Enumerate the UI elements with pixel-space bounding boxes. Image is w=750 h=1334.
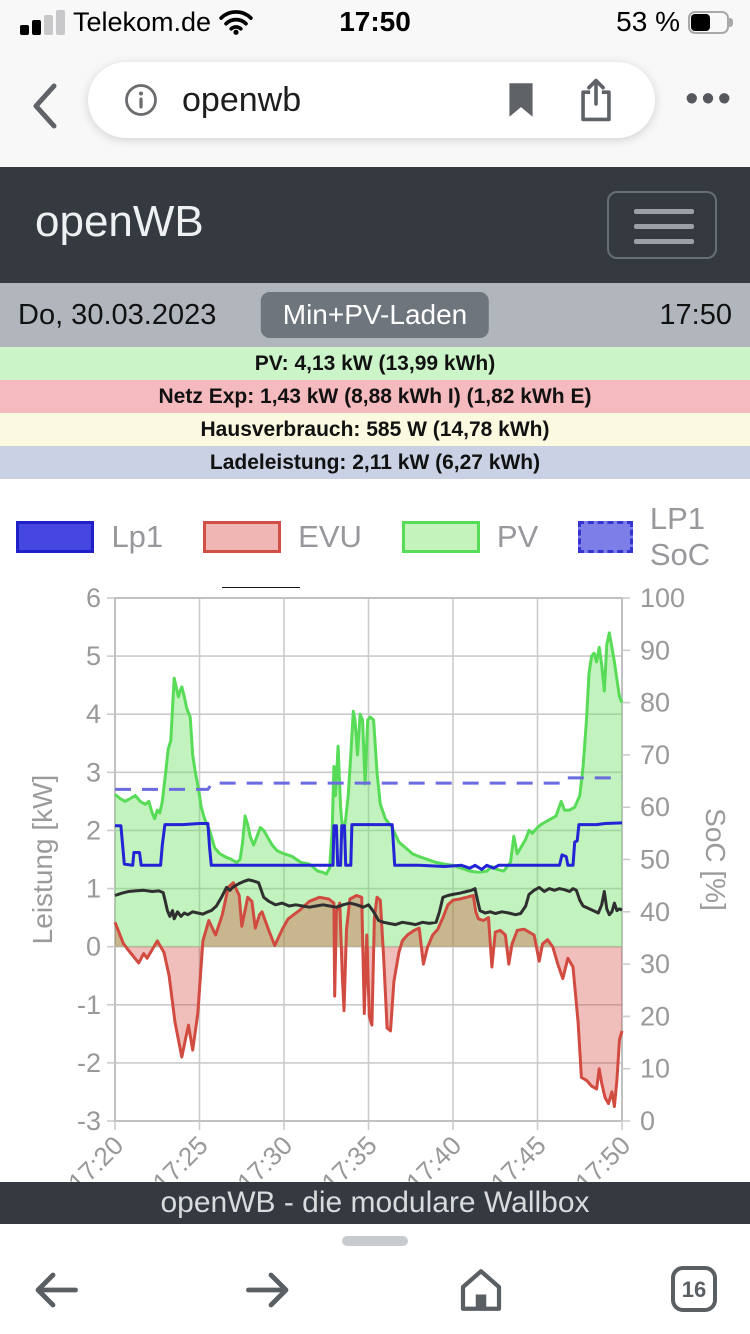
legend-item: LP1 SoC	[578, 501, 733, 573]
share-icon[interactable]	[577, 78, 615, 122]
nav-back-icon[interactable]	[32, 1266, 80, 1314]
legend-swatch	[401, 521, 480, 553]
svg-text:-1: -1	[77, 990, 101, 1020]
svg-text:90: 90	[640, 635, 670, 665]
legend-label: EVU	[298, 519, 362, 554]
legend-item: EVU	[203, 519, 362, 555]
legend-label: LP1 SoC	[649, 501, 711, 572]
battery-percent-label: 53 %	[616, 6, 680, 37]
legend-item: Lp1	[16, 519, 163, 555]
legend-label: Lp1	[111, 519, 164, 554]
app-title: openWB	[35, 197, 204, 246]
browser-back-chevron-icon[interactable]	[28, 80, 62, 132]
svg-text:20: 20	[640, 1001, 670, 1031]
svg-text:5: 5	[86, 641, 101, 671]
app-footer: openWB - die modulare Wallbox	[0, 1182, 750, 1224]
svg-text:40: 40	[640, 897, 670, 927]
svg-text:Leistung [kW]: Leistung [kW]	[27, 775, 58, 945]
svg-text:17:30: 17:30	[231, 1130, 298, 1182]
legend-swatch	[203, 521, 282, 553]
ios-status-bar: Telekom.de 17:50 53 %	[0, 0, 750, 44]
svg-text:100: 100	[640, 588, 685, 613]
info-bar: Do, 30.03.2023 Min+PV-Laden 17:50	[0, 283, 750, 347]
url-bar[interactable]: openwb	[88, 62, 655, 138]
legend-swatch	[16, 521, 95, 553]
home-icon[interactable]	[457, 1266, 505, 1314]
svg-text:17:40: 17:40	[400, 1130, 467, 1182]
svg-text:2: 2	[86, 815, 101, 845]
legend-item: PV	[401, 519, 539, 555]
carrier-label: Telekom.de	[73, 6, 212, 37]
grid-status-row: Netz Exp: 1,43 kW (8,88 kWh I) (1,82 kWh…	[0, 380, 750, 413]
svg-text:0: 0	[86, 932, 101, 962]
svg-text:10: 10	[640, 1054, 670, 1084]
battery-icon	[688, 10, 734, 34]
svg-text:50: 50	[640, 845, 670, 875]
svg-text:-2: -2	[77, 1048, 101, 1078]
svg-text:60: 60	[640, 792, 670, 822]
toolbar-grabber-handle[interactable]	[342, 1236, 408, 1246]
power-soc-chart: -3 -2 -1 0 1 2 3 4 5 6 0 10 20 30 40 50 60 70 80 90 100 17:20…	[0, 583, 750, 1197]
hamburger-menu-button[interactable]	[607, 191, 717, 259]
legend-label: PV	[496, 519, 539, 554]
svg-text:4: 4	[86, 699, 101, 729]
bookmark-icon[interactable]	[505, 82, 537, 118]
browser-menu-icon[interactable]: •••	[685, 78, 734, 120]
url-text[interactable]: openwb	[182, 80, 302, 119]
charge-mode-button[interactable]: Min+PV-Laden	[260, 292, 490, 338]
svg-text:17:45: 17:45	[485, 1130, 552, 1182]
pv-status-row: PV: 4,13 kW (13,99 kWh)	[0, 347, 750, 380]
browser-toolbar: 16	[0, 1224, 750, 1334]
page-info-icon[interactable]	[124, 83, 158, 117]
svg-text:1: 1	[86, 874, 101, 904]
chart-canvas: -3-2-10123456010203040506070809010017:20…	[27, 583, 731, 1197]
legend-row-1: Lp1 EVU PV LP1 SoC	[0, 501, 750, 573]
charge-power-status-row: Ladeleistung: 2,11 kW (6,27 kWh)	[0, 446, 750, 479]
tab-count-label: 16	[681, 1277, 707, 1302]
legend-swatch	[578, 521, 633, 553]
time-label: 17:50	[659, 299, 732, 331]
nav-forward-icon[interactable]	[244, 1266, 292, 1314]
svg-text:6: 6	[86, 588, 101, 613]
svg-text:SoC [%]: SoC [%]	[700, 808, 731, 911]
svg-text:0: 0	[640, 1106, 655, 1136]
cellular-signal-icon	[20, 9, 65, 35]
browser-top-bar: openwb •••	[0, 44, 750, 167]
svg-text:80: 80	[640, 688, 670, 718]
wifi-icon	[219, 10, 253, 35]
svg-text:17:25: 17:25	[147, 1130, 214, 1182]
svg-text:30: 30	[640, 949, 670, 979]
svg-text:17:20: 17:20	[62, 1130, 129, 1182]
svg-text:17:35: 17:35	[316, 1130, 383, 1182]
svg-text:70: 70	[640, 740, 670, 770]
svg-text:-3: -3	[77, 1106, 101, 1136]
svg-text:17:50: 17:50	[569, 1130, 636, 1182]
status-bar-clock: 17:50	[339, 6, 411, 37]
svg-text:3: 3	[86, 757, 101, 787]
app-header: openWB	[0, 167, 750, 283]
date-label: Do, 30.03.2023	[18, 299, 217, 331]
footer-text: openWB - die modulare Wallbox	[160, 1186, 590, 1219]
house-consumption-status-row: Hausverbrauch: 585 W (14,78 kWh)	[0, 413, 750, 446]
energy-status-rows: PV: 4,13 kW (13,99 kWh) Netz Exp: 1,43 k…	[0, 347, 750, 479]
tab-counter-icon[interactable]: 16	[671, 1266, 717, 1312]
